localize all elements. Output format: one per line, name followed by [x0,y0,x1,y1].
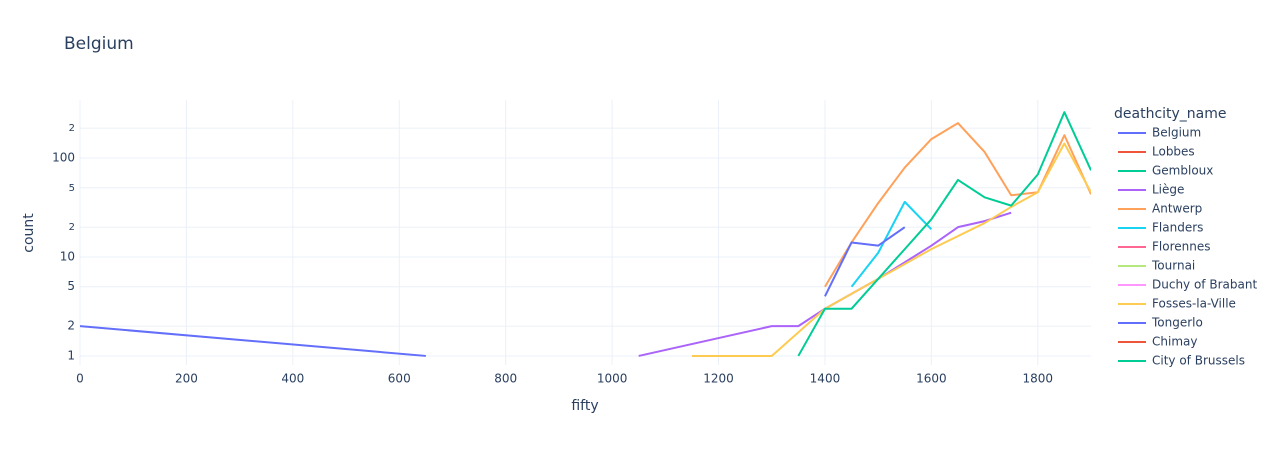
x-axis-title: fifty [571,398,598,414]
legend-label: City of Brussels [1152,354,1245,368]
legend-label: Duchy of Brabant [1152,278,1257,292]
x-tick-label: 1200 [703,372,734,386]
grid: 0 200 400 600 800 1000 1200 1400 1600 1800 1 2 5 10 2 5… [52,100,1091,386]
y-tick-label: 1 [67,348,75,362]
x-tick-label: 200 [175,372,198,386]
y-tick-label: 10 [60,249,75,263]
series-line [824,226,906,297]
series-line [797,111,1091,357]
legend-label: Antwerp [1152,202,1202,216]
series-line [80,325,426,357]
legend-label: Tongerlo [1151,316,1203,330]
legend-label: Florennes [1152,240,1210,254]
x-tick-label: 0 [76,372,84,386]
plot-lines [80,111,1091,357]
y-tick-label: 5 [69,183,75,194]
legend: Belgium Lobbes Gembloux Liège Antwerp Flander… [1118,126,1257,368]
legend-label: Tournai [1151,259,1195,273]
legend-label: Chimay [1152,335,1197,349]
x-tick-label: 1400 [810,372,841,386]
series-line [691,142,1091,357]
series-line [850,200,933,288]
legend-label: Belgium [1152,126,1201,140]
y-tick-label: 2 [69,222,75,233]
legend-label: Gembloux [1152,164,1213,178]
x-tick-label: 800 [494,372,517,386]
legend-label: Flanders [1152,221,1203,235]
x-tick-label: 1000 [597,372,628,386]
y-axis-title: count [21,213,37,253]
x-tick-label: 600 [388,372,411,386]
x-tick-label: 1600 [916,372,947,386]
series-line [824,122,1091,288]
y-tick-label: 2 [67,319,75,333]
legend-title: deathcity_name [1114,106,1227,122]
legend-label: Fosses-la-Ville [1152,297,1236,311]
y-tick-label: 100 [52,150,75,164]
chart-title: Belgium [64,34,134,54]
legend-label: Liège [1152,183,1184,197]
x-tick-label: 1800 [1023,372,1054,386]
x-tick-label: 400 [281,372,304,386]
y-tick-label: 2 [69,123,75,134]
legend-label: Lobbes [1152,145,1195,159]
y-tick-label: 5 [67,279,75,293]
